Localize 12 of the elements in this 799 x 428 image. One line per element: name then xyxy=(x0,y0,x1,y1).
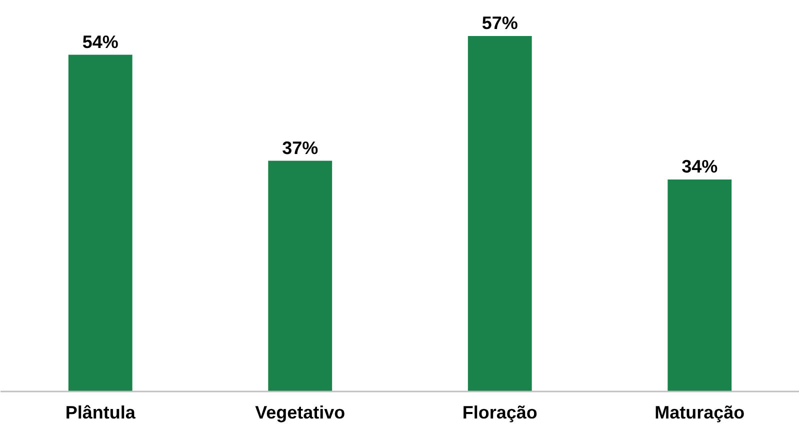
x-tick-label: Plântula xyxy=(65,402,136,422)
data-label: 57% xyxy=(482,13,518,34)
data-label: 37% xyxy=(282,138,318,158)
bar xyxy=(468,36,532,392)
data-label: 34% xyxy=(682,156,718,176)
data-label: 54% xyxy=(82,32,118,52)
bar xyxy=(68,54,132,392)
x-tick-label: Vegetativo xyxy=(255,402,346,422)
x-tick-label: Maturação xyxy=(654,402,745,422)
bar xyxy=(668,179,732,392)
x-tick-label: Floração xyxy=(462,402,538,422)
bar xyxy=(268,160,332,392)
